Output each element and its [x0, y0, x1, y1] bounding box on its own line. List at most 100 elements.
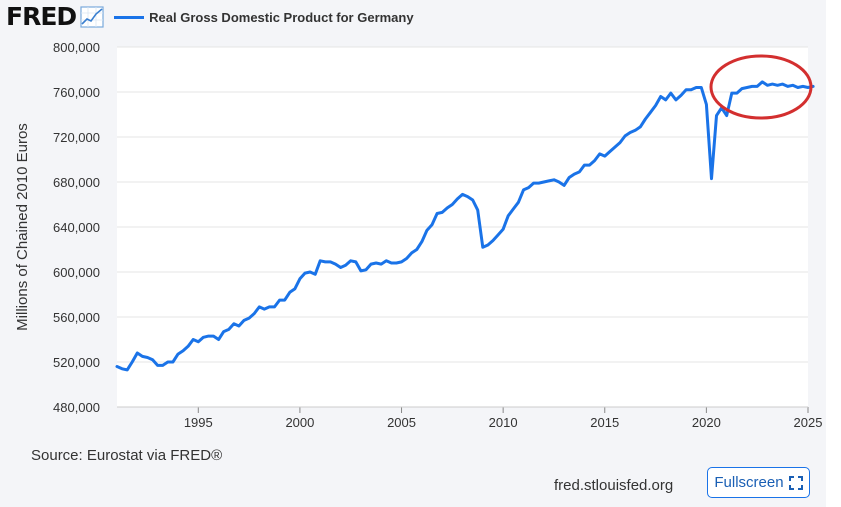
data-point[interactable] — [297, 276, 303, 282]
data-point[interactable] — [617, 140, 623, 146]
data-point[interactable] — [185, 343, 191, 349]
data-point[interactable] — [521, 187, 527, 193]
data-point[interactable] — [160, 362, 166, 368]
site-link[interactable]: fred.stlouisfed.org — [554, 477, 674, 494]
data-point[interactable] — [414, 247, 420, 253]
data-point[interactable] — [454, 196, 460, 202]
data-point[interactable] — [404, 256, 410, 262]
data-point[interactable] — [307, 269, 313, 275]
data-point[interactable] — [795, 85, 801, 91]
data-point[interactable] — [261, 306, 267, 312]
data-point[interactable] — [754, 83, 760, 89]
data-point[interactable] — [348, 258, 354, 264]
data-point[interactable] — [449, 202, 455, 208]
data-point[interactable] — [150, 357, 156, 363]
data-point[interactable] — [200, 334, 206, 340]
data-point[interactable] — [170, 359, 176, 365]
data-point[interactable] — [698, 85, 704, 91]
data-point[interactable] — [546, 178, 552, 184]
data-point[interactable] — [739, 86, 745, 92]
data-point[interactable] — [764, 82, 770, 88]
data-point[interactable] — [592, 158, 598, 164]
data-point[interactable] — [744, 85, 750, 91]
data-point[interactable] — [333, 261, 339, 267]
data-point[interactable] — [703, 101, 709, 107]
data-point[interactable] — [292, 286, 298, 292]
data-point[interactable] — [317, 258, 323, 264]
data-point[interactable] — [724, 113, 730, 119]
data-point[interactable] — [343, 262, 349, 268]
data-point[interactable] — [612, 144, 618, 150]
data-point[interactable] — [195, 339, 201, 345]
data-point[interactable] — [139, 353, 145, 359]
data-point[interactable] — [485, 242, 491, 248]
data-point[interactable] — [327, 259, 333, 265]
data-point[interactable] — [678, 92, 684, 98]
data-point[interactable] — [216, 337, 222, 343]
data-point[interactable] — [769, 81, 775, 87]
data-point[interactable] — [465, 194, 471, 200]
data-point[interactable] — [673, 97, 679, 103]
data-point[interactable] — [668, 90, 674, 96]
data-point[interactable] — [378, 261, 384, 267]
data-point[interactable] — [587, 162, 593, 168]
data-point[interactable] — [221, 329, 227, 335]
data-point[interactable] — [272, 304, 278, 310]
data-point[interactable] — [566, 175, 572, 181]
data-point[interactable] — [576, 169, 582, 175]
data-point[interactable] — [429, 222, 435, 228]
data-point[interactable] — [236, 323, 242, 329]
data-point[interactable] — [653, 103, 659, 109]
data-point[interactable] — [622, 133, 628, 139]
data-point[interactable] — [246, 315, 252, 321]
data-point[interactable] — [124, 367, 130, 373]
data-point[interactable] — [475, 207, 481, 213]
data-point[interactable] — [353, 259, 359, 265]
data-point[interactable] — [363, 267, 369, 273]
data-point[interactable] — [663, 97, 669, 103]
data-point[interactable] — [648, 109, 654, 115]
data-point[interactable] — [399, 259, 405, 265]
data-point[interactable] — [480, 244, 486, 250]
data-point[interactable] — [775, 82, 781, 88]
gdp-line-chart[interactable]: 480,000 520,000 560,000 600,000 640,000 680,0… — [0, 0, 826, 440]
data-point[interactable] — [510, 206, 516, 212]
data-point[interactable] — [470, 197, 476, 203]
data-point[interactable] — [444, 205, 450, 211]
data-point[interactable] — [287, 289, 293, 295]
data-point[interactable] — [393, 260, 399, 266]
data-point[interactable] — [637, 124, 643, 130]
data-point[interactable] — [556, 179, 562, 185]
data-point[interactable] — [505, 213, 511, 219]
fred-logo[interactable]: FRED — [6, 2, 77, 31]
data-point[interactable] — [714, 113, 720, 119]
data-point[interactable] — [460, 191, 466, 197]
data-point[interactable] — [434, 211, 440, 217]
data-point[interactable] — [409, 250, 415, 256]
data-point[interactable] — [145, 355, 151, 361]
data-point[interactable] — [282, 297, 288, 303]
data-point[interactable] — [602, 153, 608, 159]
data-point[interactable] — [541, 179, 547, 185]
data-point[interactable] — [780, 81, 786, 87]
data-point[interactable] — [571, 171, 577, 177]
series-line-gdp-germany[interactable] — [115, 80, 815, 372]
data-point[interactable] — [607, 149, 613, 155]
data-point[interactable] — [180, 348, 186, 354]
data-point[interactable] — [597, 151, 603, 157]
data-point[interactable] — [368, 261, 374, 267]
data-point[interactable] — [424, 227, 430, 233]
data-point[interactable] — [119, 366, 125, 372]
data-point[interactable] — [561, 182, 567, 188]
data-point[interactable] — [709, 176, 715, 182]
data-point[interactable] — [383, 258, 389, 264]
data-point[interactable] — [658, 94, 664, 100]
legend[interactable]: Real Gross Domestic Product for Germany — [114, 10, 414, 25]
data-point[interactable] — [358, 268, 364, 274]
data-point[interactable] — [627, 130, 633, 136]
data-point[interactable] — [749, 83, 755, 89]
data-point[interactable] — [632, 127, 638, 133]
data-point[interactable] — [759, 79, 765, 85]
data-point[interactable] — [526, 185, 532, 191]
data-point[interactable] — [419, 239, 425, 245]
